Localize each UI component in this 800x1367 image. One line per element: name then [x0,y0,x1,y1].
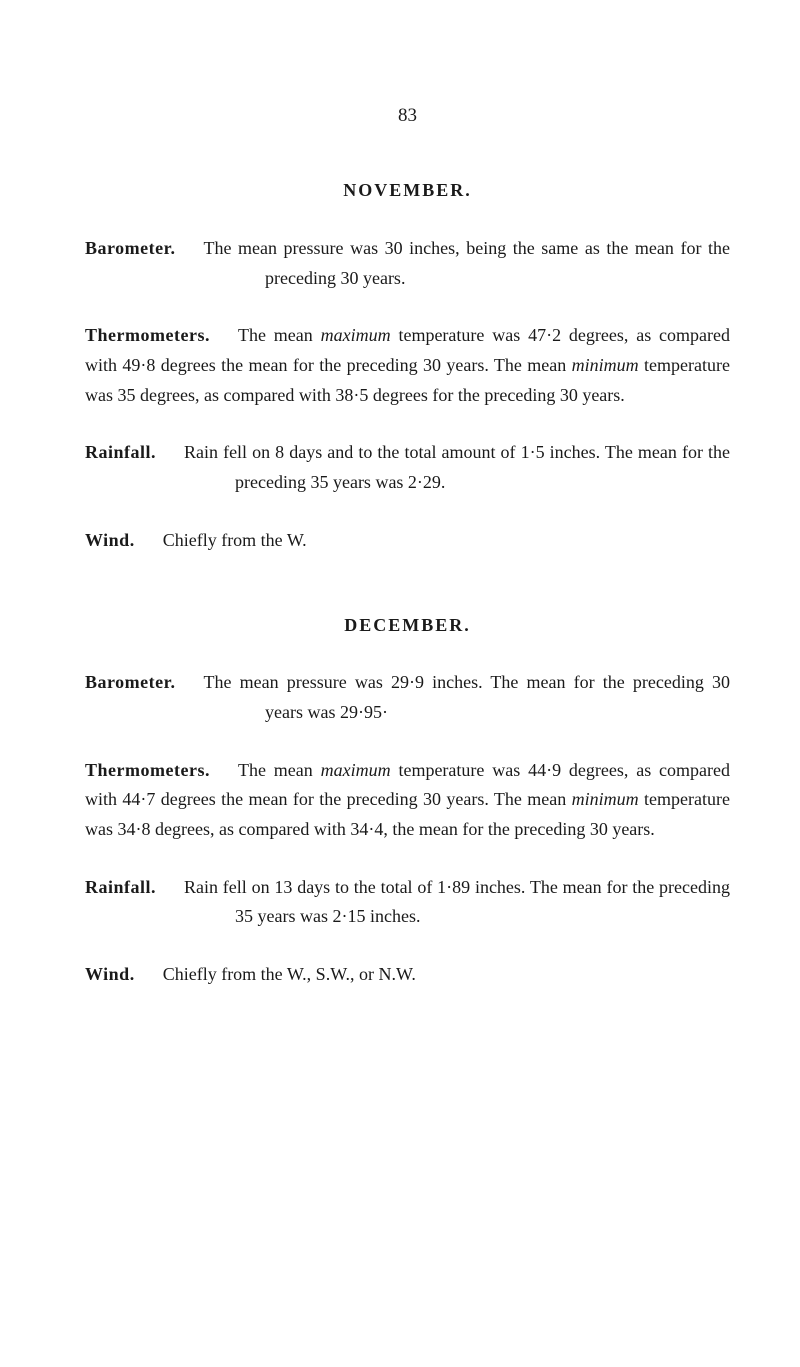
november-heading: NOVEMBER. [85,176,730,206]
thermometers-label: Thermometers. [85,760,210,780]
december-wind-section: Wind. Chiefly from the W., S.W., or N.W. [85,960,730,990]
thermometers-italic2: minimum [572,355,639,375]
december-heading: DECEMBER. [85,611,730,641]
rainfall-label: Rainfall. [85,877,156,897]
page-number: 83 [85,100,730,131]
barometer-text: The mean pressure was 30 inches, being t… [203,238,730,288]
thermometers-italic2: minimum [572,789,639,809]
wind-text: Chiefly from the W. [163,530,307,550]
thermometers-text1: The mean [238,760,321,780]
november-thermometers-section: Thermometers.The mean maximum temperatur… [85,321,730,410]
december-rainfall-section: Rainfall. Rain fell on 13 days to the tot… [85,873,730,932]
barometer-label: Barometer. [85,238,175,258]
december-barometer-section: Barometer. The mean pressure was 29·9 inc… [85,668,730,727]
november-wind-section: Wind. Chiefly from the W. [85,526,730,556]
thermometers-italic1: maximum [321,760,391,780]
november-rainfall-section: Rainfall. Rain fell on 8 days and to the … [85,438,730,497]
thermometers-italic1: maximum [321,325,391,345]
rainfall-text: Rain fell on 13 days to the total of 1·8… [184,877,730,927]
wind-text: Chiefly from the W., S.W., or N.W. [163,964,416,984]
rainfall-label: Rainfall. [85,442,156,462]
barometer-label: Barometer. [85,672,175,692]
barometer-text: The mean pressure was 29·9 inches. The m… [203,672,730,722]
wind-label: Wind. [85,530,135,550]
december-thermometers-section: Thermometers.The mean maximum temperatur… [85,756,730,845]
rainfall-text: Rain fell on 8 days and to the total amo… [184,442,730,492]
thermometers-text1: The mean [238,325,321,345]
wind-label: Wind. [85,964,135,984]
november-barometer-section: Barometer. The mean pressure was 30 inche… [85,234,730,293]
thermometers-label: Thermometers. [85,325,210,345]
